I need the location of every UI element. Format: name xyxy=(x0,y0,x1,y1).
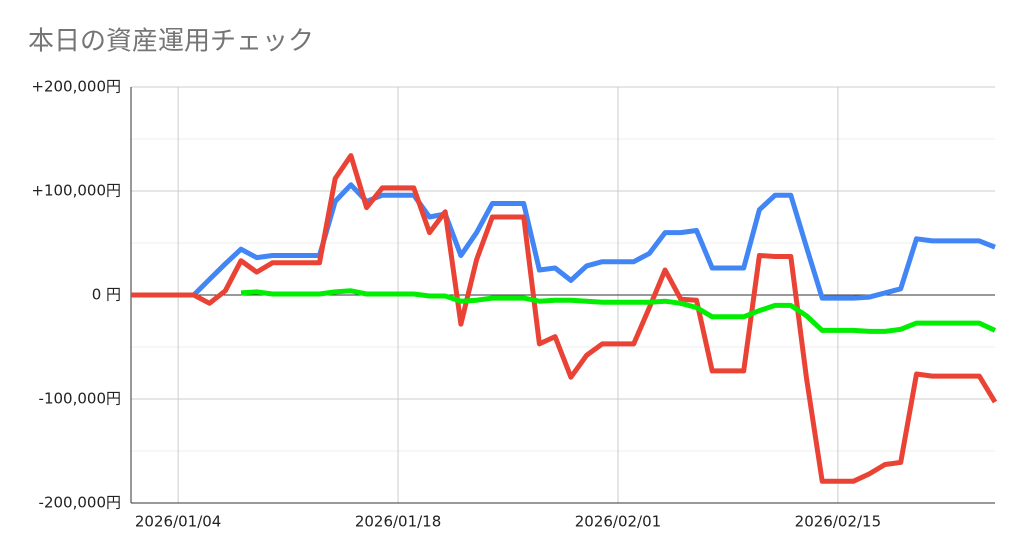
series-line xyxy=(131,153,998,484)
x-tick-label: 2026/02/15 xyxy=(795,513,881,531)
y-tick-label: +100,000円 xyxy=(31,182,121,200)
series-line xyxy=(240,288,997,334)
y-tick-label: -200,000円 xyxy=(39,494,121,512)
x-tick-label: 2026/02/01 xyxy=(575,513,661,531)
y-tick-label: -100,000円 xyxy=(39,390,121,408)
series-line xyxy=(131,182,996,301)
chart-title: 本日の資産運用チェック xyxy=(28,27,314,57)
y-tick-label: 0 円 xyxy=(92,286,121,304)
x-tick-label: 2026/01/04 xyxy=(135,513,221,531)
x-tick-label: 2026/01/18 xyxy=(355,513,441,531)
y-tick-label: +200,000円 xyxy=(31,78,121,96)
